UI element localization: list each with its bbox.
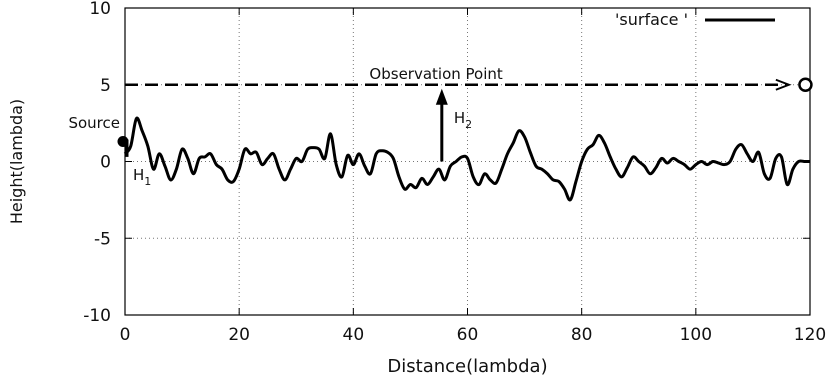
h2-arrowhead — [435, 88, 448, 105]
x-tick-label: 0 — [120, 325, 131, 345]
source-marker — [117, 136, 129, 148]
y-tick-label: -5 — [94, 229, 111, 249]
x-axis-label: Distance(lambda) — [387, 356, 547, 377]
h2-label: H2 — [454, 109, 472, 131]
y-tick-label: 0 — [100, 153, 111, 173]
x-tick-label: 100 — [680, 325, 712, 345]
tick-labels: 0 20 40 60 80 100 120 -10 -5 0 5 10 — [83, 0, 826, 345]
h1-label: H1 — [133, 166, 151, 188]
series-line-surface — [123, 116, 810, 202]
legend-label: 'surface ' — [615, 10, 688, 29]
y-axis-label: Height(lambda) — [7, 99, 26, 224]
y-tick-label: -10 — [83, 306, 111, 326]
y-tick-label: 5 — [100, 76, 111, 96]
y-tick-label: 10 — [89, 0, 111, 19]
x-tick-label: 80 — [571, 325, 593, 345]
observation-arrowhead — [775, 78, 792, 91]
observation-point-marker — [798, 77, 813, 92]
x-tick-label: 40 — [343, 325, 365, 345]
x-tick-label: 60 — [457, 325, 479, 345]
source-label: Source — [68, 114, 120, 132]
x-tick-label: 20 — [228, 325, 250, 345]
observation-point-label: Observation Point — [369, 65, 502, 83]
x-tick-label: 120 — [794, 325, 826, 345]
annotations: Observation Point H2 Source H1 — [68, 65, 813, 188]
